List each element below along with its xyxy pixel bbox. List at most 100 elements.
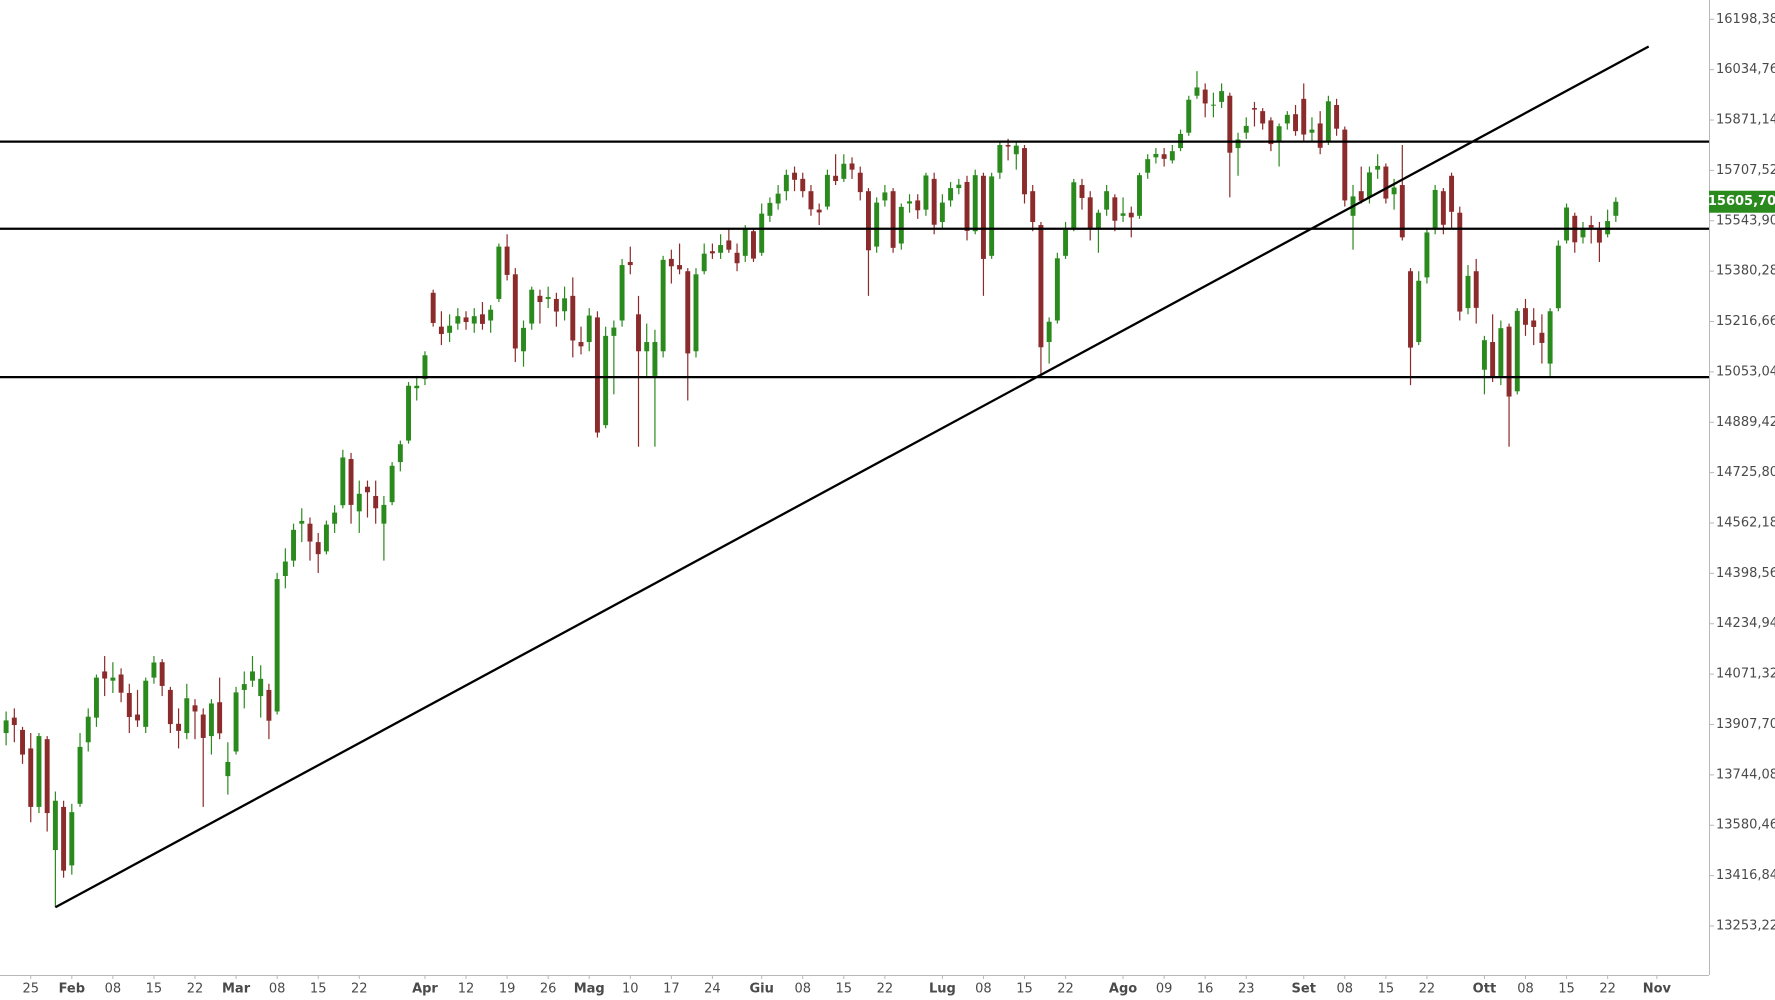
candle-body — [1309, 129, 1315, 133]
candle-body — [726, 240, 732, 250]
candle-body — [693, 274, 699, 352]
x-tick-label: 12 — [458, 982, 475, 997]
candle-body — [69, 812, 75, 866]
candle-body — [1235, 139, 1241, 149]
candle-body — [849, 163, 855, 170]
candle-body — [1169, 151, 1175, 161]
candle-body — [61, 806, 67, 871]
last-price-badge — [1709, 190, 1775, 213]
candle-body — [1588, 225, 1594, 228]
candle-body — [874, 202, 880, 247]
candle-body — [1293, 114, 1298, 132]
candle-body — [36, 736, 42, 807]
candle-body — [734, 252, 740, 264]
candle-body — [1145, 159, 1151, 173]
candle-body — [44, 739, 50, 814]
candle-body — [636, 314, 641, 352]
candle-body — [586, 315, 592, 343]
candle-body — [151, 662, 157, 678]
x-tick-label: 08 — [105, 982, 122, 997]
candle-body — [1063, 229, 1069, 256]
candle-body — [1227, 95, 1233, 153]
x-tick-label: 19 — [499, 982, 516, 997]
candle-body — [11, 717, 17, 726]
candle-body — [570, 295, 576, 341]
candle-body — [406, 385, 412, 441]
candle-body — [463, 317, 469, 323]
candle-body — [307, 523, 313, 542]
candle-body — [3, 720, 9, 734]
candle-body — [562, 298, 568, 312]
candle-body — [126, 692, 132, 718]
candle-body — [200, 714, 206, 738]
x-tick-label: 22 — [1419, 982, 1436, 997]
candle-body — [512, 274, 518, 349]
candle-body — [28, 748, 34, 807]
candle-body — [652, 342, 658, 376]
candle-body — [816, 209, 822, 213]
candle-body — [438, 326, 444, 335]
candle-body — [1153, 153, 1159, 158]
candle-body — [1054, 258, 1060, 321]
x-tick-label: 08 — [269, 982, 286, 997]
candle-body — [291, 529, 297, 561]
candle-body — [685, 271, 691, 354]
candle-body — [266, 689, 272, 721]
x-tick-label: 22 — [877, 982, 894, 997]
y-tick-label: 15053,04 — [1716, 364, 1775, 379]
candle-body — [1301, 98, 1307, 135]
candle-body — [1128, 212, 1134, 218]
candle-body — [455, 316, 461, 324]
candle-body — [167, 689, 173, 725]
x-tick-label: 15 — [310, 982, 327, 997]
candle-body — [898, 206, 904, 244]
candle-body — [1613, 201, 1619, 216]
candle-body — [176, 723, 182, 731]
candle-body — [397, 444, 403, 463]
x-tick-label: 22 — [351, 982, 368, 997]
candle-body — [233, 692, 239, 752]
candle-body — [299, 520, 305, 524]
candle-body — [1432, 189, 1438, 229]
candle-body — [1465, 275, 1471, 309]
candle-body — [545, 297, 551, 299]
candle-body — [1005, 145, 1011, 147]
candle-body — [373, 495, 379, 509]
candle-body — [488, 309, 494, 321]
candle-body — [479, 314, 485, 324]
x-tick-label: 09 — [1156, 982, 1173, 997]
x-tick-label: 15 — [836, 982, 853, 997]
candle-body — [1219, 91, 1225, 102]
candle-body — [1243, 125, 1249, 133]
candle-body — [1079, 185, 1085, 198]
candle-body — [1539, 332, 1545, 343]
candle-body — [948, 188, 954, 201]
candle-body — [1383, 166, 1389, 199]
x-tick-label: 24 — [704, 982, 721, 997]
candle-body — [1416, 280, 1422, 343]
candle-body — [882, 192, 888, 201]
candle-body — [890, 191, 896, 248]
candle-body — [939, 202, 945, 222]
candle-body — [701, 253, 707, 272]
candle-body — [471, 316, 477, 324]
candle-body — [315, 542, 321, 555]
candle-body — [356, 493, 362, 512]
y-tick-label: 16198,38 — [1716, 12, 1775, 27]
x-tick-label: Apr — [412, 982, 438, 997]
candle-body — [619, 265, 625, 321]
candle-body — [135, 714, 140, 721]
candle-body — [989, 176, 995, 256]
x-tick-label: 17 — [663, 982, 680, 997]
candle-body — [340, 457, 346, 506]
y-tick-label: 13744,08 — [1716, 767, 1775, 782]
candle-body — [323, 524, 329, 552]
candle-body — [537, 295, 543, 303]
candle-body — [997, 145, 1003, 173]
candle-body — [1161, 154, 1167, 159]
candle-body — [1555, 245, 1561, 309]
x-tick-label: 08 — [1337, 982, 1354, 997]
candle-body — [767, 202, 773, 216]
